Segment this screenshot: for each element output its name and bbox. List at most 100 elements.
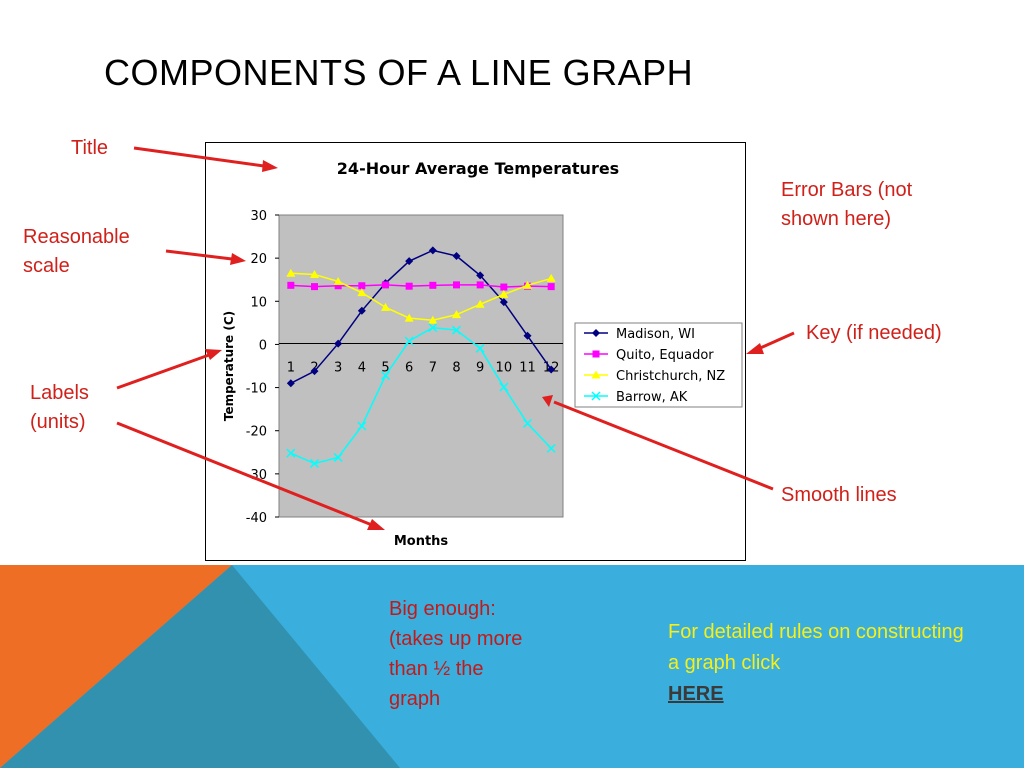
- series-line: [290, 272, 552, 322]
- x-tick-label: 9: [476, 360, 484, 375]
- legend-marker: [592, 350, 600, 358]
- series-line: [290, 284, 552, 288]
- rules-note-text: For detailed rules on constructing a gra…: [668, 621, 964, 674]
- legend-box: [574, 322, 743, 408]
- data-point: [405, 257, 414, 266]
- data-point: [547, 283, 555, 291]
- series-line: [290, 249, 552, 384]
- here-link[interactable]: HERE: [668, 683, 724, 705]
- data-point: [357, 421, 367, 431]
- key-arrowhead: [746, 343, 764, 354]
- title-arrowhead: [262, 160, 278, 172]
- data-point: [500, 283, 508, 291]
- data-point: [499, 289, 509, 298]
- data-point: [476, 271, 485, 280]
- legend-label: Madison, WI: [616, 327, 695, 342]
- data-point: [286, 379, 295, 388]
- series-lines: [286, 246, 556, 469]
- data-point: [357, 306, 366, 315]
- key-arrow: [757, 331, 795, 351]
- title-arrow: [133, 146, 265, 168]
- data-point: [382, 281, 389, 289]
- data-point: [452, 310, 461, 319]
- x-tick-label: 10: [496, 360, 513, 375]
- data-point: [381, 302, 390, 311]
- error-bars-annotation: Error Bars (not shown here): [781, 179, 913, 230]
- rules-note: For detailed rules on constructing a gra…: [668, 617, 968, 710]
- data-point: [310, 367, 319, 376]
- x-tick-label: 8: [452, 360, 460, 375]
- y-tick-label: 20: [250, 252, 267, 267]
- smooth-lines-arrow: [553, 400, 774, 491]
- data-point: [358, 282, 366, 290]
- page-title: COMPONENTS OF A LINE GRAPH: [104, 52, 694, 93]
- annotation-arrows: [116, 146, 795, 527]
- data-point: [286, 448, 296, 458]
- labels-arrowhead-upper: [205, 349, 222, 360]
- y-tick-label: 30: [250, 209, 267, 224]
- data-point: [404, 313, 414, 322]
- data-point: [499, 298, 508, 307]
- scale-arrow: [165, 249, 233, 261]
- data-point: [334, 339, 343, 348]
- title-annotation: Title: [71, 137, 109, 159]
- data-point: [522, 418, 533, 428]
- data-point: [476, 281, 484, 289]
- scale-arrowhead: [230, 253, 246, 265]
- data-point: [334, 282, 342, 290]
- series-line: [290, 326, 552, 465]
- big-enough-note: Big enough: (takes up more than ½ the gr…: [389, 598, 523, 710]
- legend-label: Quito, Equador: [616, 348, 714, 363]
- legend: Madison, WI Quito, Equador Christchurch, N…: [574, 322, 743, 408]
- band-teal-triangle: [0, 565, 400, 768]
- data-point: [428, 315, 438, 324]
- scale-annotation: Reasonable scale: [23, 226, 130, 277]
- data-point: [309, 458, 320, 469]
- data-point: [310, 270, 319, 279]
- data-point: [428, 246, 437, 255]
- x-axis-label: Months: [394, 534, 449, 549]
- data-point: [499, 382, 509, 392]
- y-tick-label: -20: [246, 425, 267, 440]
- plot-area: [278, 214, 564, 518]
- x-tick-label: 3: [334, 360, 342, 375]
- data-point: [429, 281, 437, 289]
- data-point: [475, 343, 485, 353]
- data-point: [405, 282, 413, 290]
- smooth-lines-annotation: Smooth lines: [781, 484, 897, 506]
- data-point: [547, 365, 556, 374]
- y-tick-label: -30: [246, 468, 267, 483]
- y-tick-label: -10: [246, 382, 267, 397]
- data-point: [453, 281, 460, 289]
- x-tick-label: 11: [519, 360, 536, 375]
- data-point: [333, 276, 343, 285]
- x-axis-ticks: 123456789101112: [287, 360, 560, 375]
- y-axis-ticks: 30 20 10 0 -10 -20 -30 -40: [246, 209, 279, 526]
- legend-marker: [591, 391, 601, 401]
- y-tick-label: 10: [250, 295, 267, 310]
- data-point: [546, 273, 556, 282]
- data-point: [428, 323, 438, 333]
- data-point: [475, 299, 485, 308]
- arrowheads: [205, 160, 764, 530]
- data-point: [287, 281, 295, 289]
- data-point: [311, 283, 318, 291]
- data-point: [523, 280, 532, 289]
- legend-label: Christchurch, NZ: [616, 369, 725, 384]
- labels-arrow-lower: [116, 421, 373, 527]
- legend-marker: [591, 370, 601, 379]
- data-point: [357, 288, 367, 297]
- smooth-lines-arrowhead: [542, 395, 553, 407]
- data-point: [546, 443, 556, 453]
- data-point: [333, 452, 343, 462]
- y-tick-label: 0: [259, 338, 267, 353]
- key-annotation: Key (if needed): [806, 322, 942, 344]
- data-point: [451, 325, 462, 335]
- legend-marker: [592, 329, 600, 337]
- x-tick-label: 7: [429, 360, 437, 375]
- data-point: [286, 268, 296, 277]
- chart-title: 24-Hour Average Temperatures: [337, 159, 619, 178]
- labels-arrowhead-lower: [367, 519, 385, 530]
- labels-arrow-upper: [116, 353, 210, 390]
